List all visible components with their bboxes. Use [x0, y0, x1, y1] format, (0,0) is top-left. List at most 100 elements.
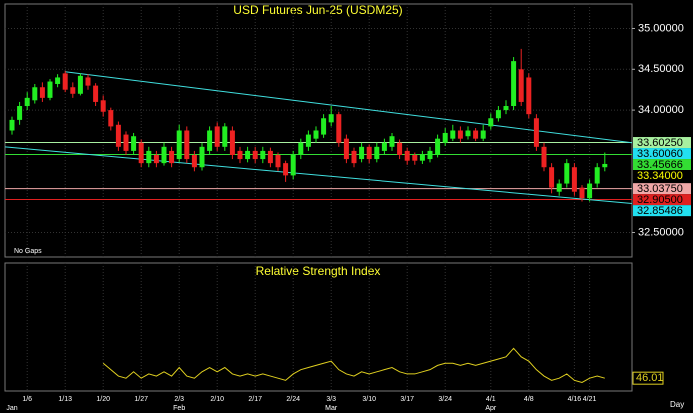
price-panel	[4, 3, 633, 258]
candle-body	[594, 167, 600, 184]
candle-body	[473, 130, 479, 139]
candle-body	[343, 138, 349, 160]
level-label: 32.90500	[637, 194, 683, 206]
x-unit: Day	[670, 400, 684, 409]
candle-body	[381, 142, 387, 151]
candle-body	[207, 130, 213, 151]
candle-body	[305, 134, 311, 147]
y-tick-label: 34.00000	[638, 104, 684, 116]
x-tick-label: 4/21	[583, 396, 597, 403]
candle-body	[229, 130, 235, 155]
x-tick-label: 1/13	[58, 396, 72, 403]
candle-body	[17, 106, 23, 120]
candle-body	[199, 146, 205, 168]
x-tick-label: 1/20	[96, 396, 110, 403]
x-tick-label: 3/10	[362, 396, 376, 403]
level-label: 33.60060	[637, 148, 683, 160]
candle-body	[587, 183, 593, 199]
rsi-title: Relative Strength Index	[256, 264, 381, 278]
candle-body	[191, 154, 197, 168]
candle-body	[533, 118, 539, 147]
candle-body	[602, 163, 608, 168]
candle-body	[336, 114, 342, 143]
candle-body	[412, 154, 418, 161]
candle-body	[359, 146, 365, 160]
x-tick-label: 3/3	[326, 396, 336, 403]
candle-body	[351, 150, 357, 164]
rsi-value-box	[632, 371, 664, 385]
month-label: Feb	[173, 405, 185, 412]
y-tick-label: 34.50000	[638, 63, 684, 75]
x-tick-label: 2/17	[248, 396, 262, 403]
candle-body	[283, 163, 289, 176]
candle-body	[419, 154, 425, 161]
gap-note: No Gaps	[14, 248, 42, 255]
level-label-box	[633, 170, 691, 182]
candle-body	[457, 130, 463, 139]
candle-body	[564, 163, 570, 184]
candle-body	[47, 81, 53, 98]
candle-body	[93, 85, 99, 102]
level-label-box	[633, 205, 691, 217]
month-label: Mar	[325, 405, 338, 412]
candle-body	[260, 150, 266, 160]
candle-body	[252, 150, 258, 160]
candle-body	[100, 100, 106, 112]
x-tick-label: 2/10	[210, 396, 224, 403]
candle-body	[374, 146, 380, 160]
candle-body	[328, 114, 334, 123]
candle-body	[579, 187, 585, 199]
candle-body	[138, 142, 144, 164]
candle-body	[556, 183, 562, 192]
level-label: 33.45666	[637, 159, 683, 171]
candle-body	[131, 136, 137, 151]
candle-body	[9, 119, 15, 131]
candle-body	[275, 154, 281, 168]
x-tick-label: 1/6	[22, 396, 32, 403]
candle-body	[161, 146, 167, 164]
candle-body	[85, 77, 91, 86]
candle-body	[435, 138, 441, 155]
rsi-line	[102, 347, 605, 384]
candle-body	[214, 126, 220, 147]
candle-body	[549, 167, 555, 188]
rsi-panel	[4, 262, 633, 392]
candle-body	[404, 150, 410, 161]
rsi-value-label: 46.01	[636, 372, 664, 384]
y-tick-label: 35.00000	[638, 22, 684, 34]
candle-body	[571, 167, 577, 192]
candle-body	[321, 118, 327, 135]
trendline	[4, 146, 633, 205]
x-tick-label: 2/24	[286, 396, 300, 403]
candle-body	[495, 110, 501, 119]
candle-body	[32, 87, 38, 101]
candle-body	[290, 154, 296, 176]
candle-body	[518, 69, 524, 102]
month-label: Apr	[485, 405, 497, 412]
candle-body	[366, 146, 372, 160]
candle-body	[39, 87, 45, 98]
x-tick-label: 4/8	[524, 396, 534, 403]
candle-body	[24, 97, 30, 107]
candle-body	[442, 132, 448, 143]
level-label-box	[633, 148, 691, 160]
candle-body	[237, 150, 243, 160]
x-tick-label: 2/3	[174, 396, 184, 403]
candle-body	[450, 130, 456, 139]
candle-body	[184, 130, 190, 160]
level-label: 32.85486	[637, 205, 683, 217]
candle-body	[55, 77, 61, 84]
x-tick-label: 1/27	[134, 396, 148, 403]
candle-body	[511, 61, 517, 107]
y-tick-label: 32.50000	[638, 226, 684, 238]
level-label-box	[633, 159, 691, 171]
x-tick-label: 3/17	[400, 396, 414, 403]
candle-body	[427, 150, 433, 160]
level-label-box	[633, 137, 691, 149]
level-label: 33.03750	[637, 183, 683, 195]
candle-body	[169, 150, 175, 164]
level-label: 33.34000	[637, 170, 683, 182]
candle-body	[526, 77, 532, 115]
